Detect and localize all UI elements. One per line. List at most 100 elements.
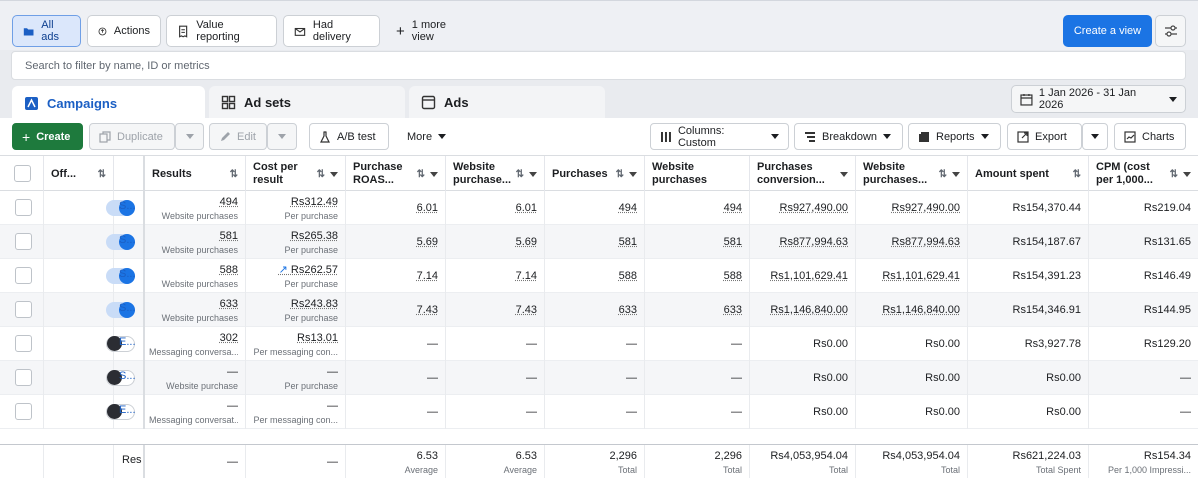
date-range-picker[interactable]: 1 Jan 2026 - 31 Jan 2026 (1011, 85, 1186, 113)
results-value: 302 (149, 331, 238, 346)
table-row[interactable]: S... 633 Website purchases Rs243.83 Per purc… (0, 293, 1198, 327)
cpm-cell: Rs146.49 (1089, 259, 1198, 293)
chevron-down-icon (438, 134, 447, 139)
wconv-cell: Rs1,101,629.41 (856, 259, 968, 293)
table-row[interactable]: S... 494 Website purchases Rs312.49 Per purc… (0, 191, 1198, 225)
breakdown-button[interactable]: Breakdown (794, 123, 903, 150)
table-row[interactable]: E... — Messaging conversat... — Per messagin… (0, 395, 1198, 429)
view-had-delivery[interactable]: Had delivery (283, 15, 380, 47)
header-name[interactable] (114, 156, 145, 192)
row-checkbox[interactable] (15, 199, 32, 216)
table-row[interactable]: E... 302 Messaging conversa... Rs13.01 Per m… (0, 327, 1198, 361)
search-input[interactable]: Search to filter by name, ID or metrics (11, 51, 1186, 80)
edit-dropdown[interactable] (267, 123, 297, 150)
delivery-toggle[interactable] (106, 370, 135, 386)
reports-button[interactable]: Reports (908, 123, 1001, 150)
view-settings-button[interactable] (1155, 15, 1186, 47)
view-all-ads[interactable]: All ads (12, 15, 81, 47)
totals-label: Res (114, 445, 145, 478)
delivery-toggle[interactable] (106, 336, 135, 352)
wconv-cell: Rs0.00 (856, 395, 968, 429)
wconv-cell: Rs1,146,840.00 (856, 293, 968, 327)
more-button[interactable]: More (398, 123, 456, 150)
tab-ads[interactable]: Ads (409, 86, 605, 118)
ab-test-button[interactable]: A/B test (309, 123, 389, 150)
spent-text: Rs154,370.44 (1012, 202, 1082, 214)
create-label: Create (36, 130, 71, 143)
table-row[interactable]: S... — Website purchase — Per purchase — — — — Rs… (0, 361, 1198, 395)
wconv-value: Rs1,101,629.41 (860, 269, 960, 284)
sort-icon: ⇅ (97, 168, 106, 180)
row-checkbox[interactable] (15, 301, 32, 318)
cpm-text: — (1180, 406, 1191, 418)
header-cost-per-result[interactable]: Cost per result ⇅ (246, 156, 346, 192)
charts-button[interactable]: Charts (1114, 123, 1186, 150)
row-checkbox[interactable] (15, 335, 32, 352)
totals-wroas-sub: Average (503, 465, 537, 475)
cpr-sublabel: Per purchase (284, 313, 338, 323)
campaign-name-link[interactable]: S... (114, 191, 145, 225)
header-website-conv-value[interactable]: Website purchases... ⇅ (856, 156, 968, 192)
header-website-roas[interactable]: Website purchase... ⇅ (446, 156, 545, 192)
delivery-toggle[interactable] (106, 404, 135, 420)
tab-ad-sets[interactable]: Ad sets (209, 86, 405, 118)
delivery-toggle[interactable] (106, 200, 135, 216)
select-cell (0, 259, 44, 293)
row-checkbox[interactable] (15, 233, 32, 250)
duplicate-dropdown[interactable] (175, 123, 204, 150)
wconv-text: Rs0.00 (925, 406, 960, 418)
header-amount-spent[interactable]: Amount spent ⇅ (968, 156, 1089, 192)
delivery-toggle[interactable] (106, 268, 135, 284)
duplicate-button[interactable]: Duplicate (89, 123, 175, 150)
more-views-button[interactable]: + 1 more view (386, 15, 478, 47)
create-button[interactable]: + Create (12, 123, 83, 150)
export-button[interactable]: Export (1007, 123, 1082, 150)
view-had-delivery-label: Had delivery (312, 19, 351, 43)
envelope-icon (294, 27, 306, 36)
header-conv-value[interactable]: Purchases conversion... (750, 156, 856, 192)
conv-cell: Rs877,994.63 (750, 225, 856, 259)
spent-text: Rs154,391.23 (1012, 270, 1082, 282)
campaign-name-link[interactable]: E... (114, 327, 145, 361)
views-bar: All ads Actions Value reporting Had deli… (0, 0, 1198, 50)
edit-button[interactable]: Edit (209, 123, 267, 150)
create-view-button[interactable]: Create a view (1063, 15, 1152, 47)
delivery-toggle[interactable] (106, 302, 135, 318)
row-checkbox[interactable] (15, 267, 32, 284)
header-website-purchases[interactable]: Website purchases (645, 156, 750, 192)
results-cell: 588 Website purchases (145, 259, 246, 293)
campaign-name-link[interactable]: E... (114, 395, 145, 429)
view-actions[interactable]: Actions (87, 15, 161, 47)
export-dropdown[interactable] (1082, 123, 1108, 150)
header-offon[interactable]: Off... ⇅ (44, 156, 114, 192)
row-checkbox[interactable] (15, 403, 32, 420)
grid-icon (221, 95, 236, 109)
view-value-reporting[interactable]: Value reporting (166, 15, 277, 47)
campaign-name-link[interactable]: S... (114, 225, 145, 259)
campaign-name-link[interactable]: S... (114, 259, 145, 293)
columns-button[interactable]: Columns: Custom (650, 123, 789, 150)
header-select (0, 156, 44, 192)
sort-icon: ⇅ (938, 168, 947, 180)
header-roas[interactable]: Purchase ROAS... ⇅ (346, 156, 446, 192)
header-cpm[interactable]: CPM (cost per 1,000... ⇅ (1089, 156, 1198, 192)
purchases-text: 494 (618, 202, 637, 214)
header-purchases[interactable]: Purchases ⇅ (545, 156, 645, 192)
table-row[interactable]: S... 581 Website purchases Rs265.38 Per purc… (0, 225, 1198, 259)
header-results[interactable]: Results ⇅ (145, 156, 246, 192)
folder-icon (23, 27, 34, 36)
campaign-name-link[interactable]: S... (114, 361, 145, 395)
cpr-cell: Rs312.49 Per purchase (246, 191, 346, 225)
delivery-toggle[interactable] (106, 234, 135, 250)
row-checkbox[interactable] (15, 369, 32, 386)
purchases-cell: 588 (545, 259, 645, 293)
results-cell: — Website purchase (145, 361, 246, 395)
totals-purchases-sub: Total (617, 465, 637, 475)
campaign-name-link[interactable]: S... (114, 293, 145, 327)
table-row[interactable]: S... 588 Website purchases ↗ Rs262.57 Per pu… (0, 259, 1198, 293)
select-all-checkbox[interactable] (14, 165, 31, 182)
cpr-sublabel: Per messaging con... (253, 415, 338, 425)
tab-campaigns[interactable]: Campaigns (12, 86, 205, 120)
conv-value: Rs0.00 (754, 337, 848, 352)
charts-label: Charts (1142, 130, 1175, 143)
